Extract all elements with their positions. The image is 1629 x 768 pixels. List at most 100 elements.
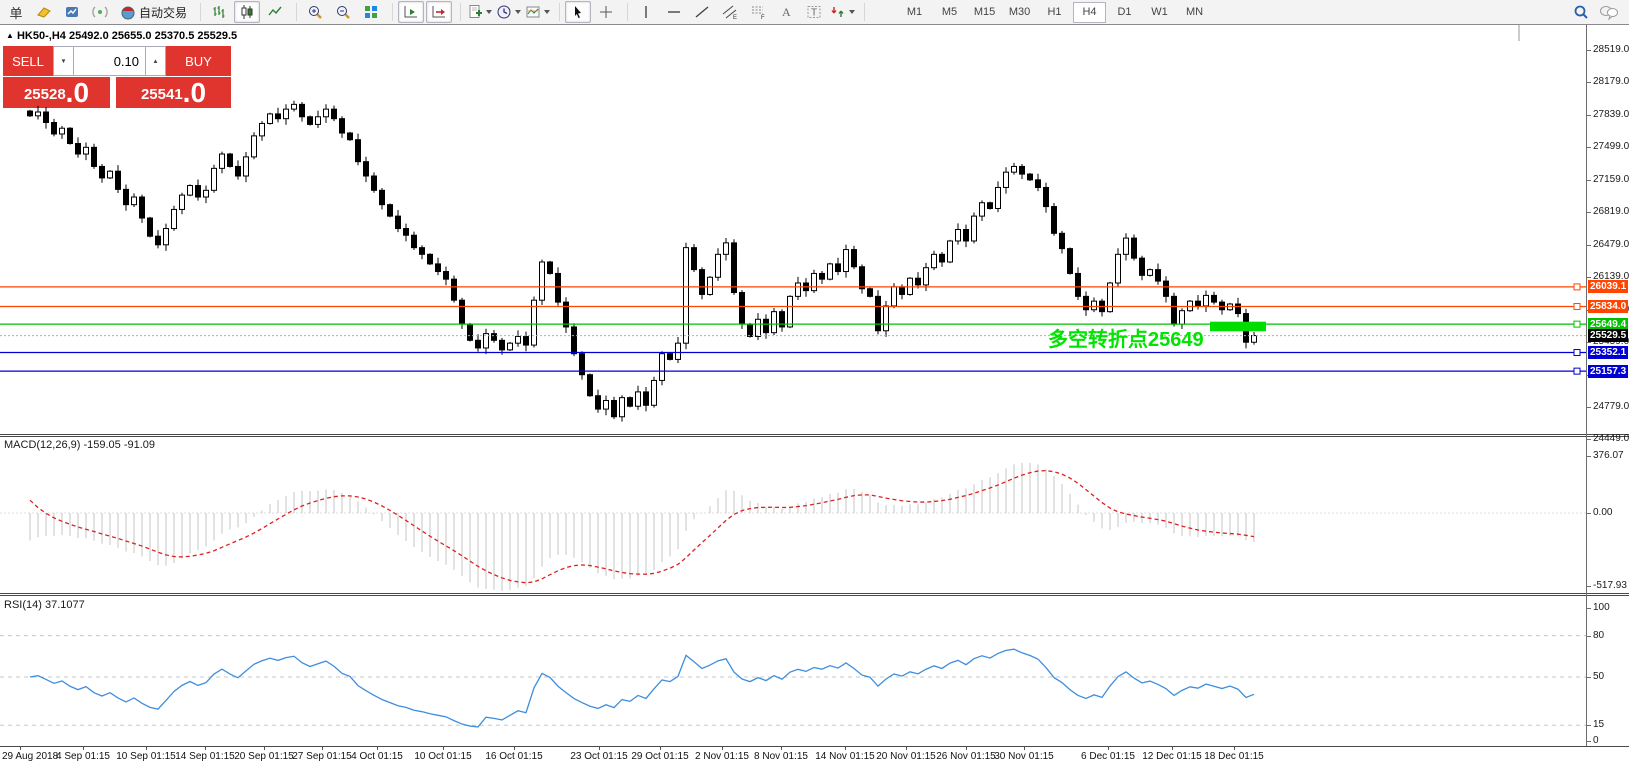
auto-scroll-button[interactable] bbox=[398, 1, 425, 23]
candle-body bbox=[251, 135, 257, 158]
arrows-dropdown-caret bbox=[849, 10, 856, 14]
candle-body bbox=[1091, 300, 1097, 311]
time-label: 12 Dec 01:15 bbox=[1142, 751, 1202, 762]
timeframe-m30[interactable]: M30 bbox=[1008, 6, 1031, 18]
channel-button[interactable]: E bbox=[717, 1, 743, 23]
line-chart-icon bbox=[267, 4, 283, 20]
candle-body bbox=[451, 278, 457, 301]
fibonacci-button[interactable]: F bbox=[745, 1, 771, 23]
candle-body bbox=[819, 272, 825, 280]
sell-price-button[interactable]: 25528 .0 bbox=[3, 77, 110, 108]
volume-increase-button[interactable]: ▲ bbox=[145, 46, 166, 76]
price-tick bbox=[1587, 277, 1591, 279]
price-tick bbox=[1587, 147, 1591, 149]
timeframe-h1[interactable]: H1 bbox=[1047, 6, 1062, 18]
time-tick bbox=[906, 747, 907, 750]
pane-separator[interactable] bbox=[0, 593, 1629, 594]
sell-button[interactable]: SELL bbox=[3, 46, 53, 76]
candle-body bbox=[403, 228, 409, 236]
signal-button[interactable] bbox=[87, 1, 113, 23]
periods-dropdown-caret bbox=[515, 10, 522, 14]
candle-body bbox=[763, 318, 769, 334]
rsi-pane[interactable] bbox=[0, 596, 1586, 746]
timeframe-m1[interactable]: M1 bbox=[906, 6, 923, 18]
zoom-out-button[interactable] bbox=[330, 1, 356, 23]
text-label-button[interactable]: T bbox=[801, 1, 827, 23]
pivot-annotation: 多空转折点25649 bbox=[1048, 329, 1204, 351]
candle-body bbox=[875, 295, 881, 332]
level-line-handle[interactable] bbox=[1573, 320, 1581, 328]
rsi-tick bbox=[1587, 635, 1591, 637]
level-line-handle[interactable] bbox=[1573, 349, 1581, 357]
candle-body bbox=[971, 215, 977, 242]
rsi-tick bbox=[1587, 725, 1591, 727]
level-price-badge: 26039.1 bbox=[1588, 280, 1628, 294]
macd-scale-label: -517.93 bbox=[1593, 580, 1627, 591]
candle-body bbox=[811, 272, 817, 292]
candle-body bbox=[99, 165, 105, 179]
chat-button[interactable] bbox=[1596, 2, 1622, 24]
text-button[interactable]: A bbox=[773, 1, 799, 23]
cursor-button[interactable] bbox=[565, 1, 592, 23]
pane-separator[interactable] bbox=[0, 434, 1629, 435]
bar-chart-button[interactable] bbox=[206, 1, 232, 23]
macd-pane[interactable] bbox=[0, 437, 1586, 593]
new-order-button[interactable]: 单 bbox=[3, 1, 29, 23]
price-scale[interactable]: 28519.0 28179.0 27839.0 27499.0 27159.0 26819… bbox=[1587, 0, 1629, 768]
collapse-marker-icon[interactable]: ▲ bbox=[6, 31, 14, 40]
timeframe-mn[interactable]: MN bbox=[1185, 6, 1204, 18]
svg-text:E: E bbox=[733, 15, 737, 20]
level-line-handle[interactable] bbox=[1573, 302, 1581, 310]
vertical-line-button[interactable] bbox=[633, 1, 659, 23]
periods-button[interactable] bbox=[495, 1, 522, 23]
sell-price-main: 25528 bbox=[23, 86, 66, 103]
templates-button[interactable] bbox=[524, 1, 551, 23]
highlight-box[interactable] bbox=[1210, 321, 1266, 332]
price-pane[interactable] bbox=[0, 25, 1586, 434]
time-tick bbox=[1108, 747, 1109, 750]
order-history-button[interactable] bbox=[31, 1, 57, 23]
level-line-handle[interactable] bbox=[1573, 367, 1581, 375]
crosshair-button[interactable] bbox=[593, 1, 619, 23]
buy-button[interactable]: BUY bbox=[166, 46, 231, 76]
chart-shift-button[interactable] bbox=[426, 1, 453, 23]
trendline-button[interactable] bbox=[689, 1, 715, 23]
candle-body bbox=[91, 146, 97, 167]
timeframe-h4[interactable]: H4 bbox=[1073, 1, 1107, 23]
horizontal-line-button[interactable] bbox=[661, 1, 687, 23]
timeframe-w1[interactable]: W1 bbox=[1151, 6, 1168, 18]
candle-body bbox=[507, 342, 513, 351]
publish-button[interactable] bbox=[59, 1, 85, 23]
time-label: 4 Sep 01:15 bbox=[56, 751, 110, 762]
auto-trading-button[interactable]: 自动交易 bbox=[115, 1, 192, 23]
candle-body bbox=[571, 326, 577, 355]
trade-controls-row: SELL ▼ 0.10 ▲ BUY bbox=[3, 46, 231, 76]
trade-prices-row: 25528 .0 25541 .0 bbox=[3, 77, 231, 108]
volume-input[interactable]: 0.10 bbox=[74, 46, 145, 76]
volume-decrease-button[interactable]: ▼ bbox=[53, 46, 74, 76]
candle-body bbox=[883, 305, 889, 332]
timeframe-d1[interactable]: D1 bbox=[1117, 6, 1132, 18]
indicators-button[interactable] bbox=[466, 1, 493, 23]
search-button[interactable] bbox=[1568, 2, 1594, 24]
candle-body bbox=[1195, 300, 1201, 307]
zoom-in-button[interactable] bbox=[302, 1, 328, 23]
candle-body bbox=[939, 253, 945, 263]
candle-body bbox=[1059, 232, 1065, 250]
rsi-tick bbox=[1587, 608, 1591, 609]
candle-body bbox=[147, 217, 153, 237]
cursor-icon bbox=[570, 4, 586, 20]
timeframe-m5[interactable]: M5 bbox=[941, 6, 958, 18]
candle-body bbox=[1211, 294, 1217, 303]
price-axis-line bbox=[1586, 25, 1587, 746]
svg-text:T: T bbox=[811, 8, 817, 19]
timeframe-m15[interactable]: M15 bbox=[973, 6, 996, 18]
arrows-button[interactable] bbox=[829, 1, 856, 23]
line-chart-button[interactable] bbox=[262, 1, 288, 23]
candle-body bbox=[227, 153, 233, 167]
buy-price-button[interactable]: 25541 .0 bbox=[116, 77, 231, 108]
candlestick-chart-button[interactable] bbox=[234, 1, 261, 23]
pane-separator bbox=[0, 595, 1629, 596]
level-line-handle[interactable] bbox=[1573, 283, 1581, 291]
tile-windows-button[interactable] bbox=[358, 1, 384, 23]
